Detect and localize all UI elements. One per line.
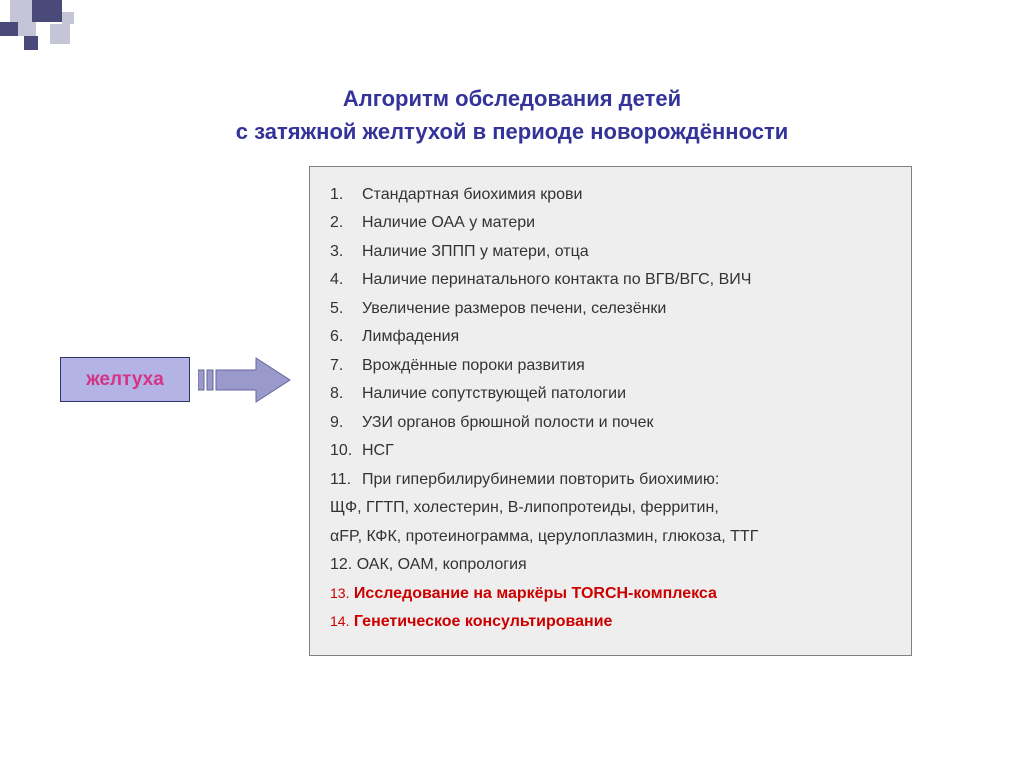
list-item: При гипербилирубинемии повторить биохими… (328, 466, 893, 494)
list-item: Наличие ЗППП у матери, отца (328, 238, 893, 266)
corner-decoration (0, 0, 90, 55)
highlight-number: 13. (330, 585, 349, 601)
title-line-1: Алгоритм обследования детей (0, 82, 1024, 115)
list-extra-line: ЩФ, ГГТП, холестерин, В-липопротеиды, фе… (328, 494, 893, 522)
list-item: Стандартная биохимия крови (328, 181, 893, 209)
algorithm-list: Стандартная биохимия крови Наличие ОАА у… (309, 166, 912, 656)
highlight-text: Генетическое консультирование (354, 613, 613, 630)
list-item: Наличие перинатального контакта по ВГВ/В… (328, 266, 893, 294)
list-item: Наличие ОАА у матери (328, 209, 893, 237)
slide-title: Алгоритм обследования детей с затяжной ж… (0, 82, 1024, 148)
list-highlight-item: 13. Исследование на маркёры TORCH-компле… (328, 580, 893, 608)
list-item: Увеличение размеров печени, селезёнки (328, 295, 893, 323)
list-item: Наличие сопутствующей патологии (328, 380, 893, 408)
highlight-number: 14. (330, 613, 349, 629)
list-item: Врождённые пороки развития (328, 352, 893, 380)
start-node: желтуха (60, 357, 190, 402)
arrow-icon (198, 356, 293, 404)
title-line-2: с затяжной желтухой в периоде новорождён… (0, 115, 1024, 148)
list-highlight-item: 14. Генетическое консультирование (328, 608, 893, 636)
list-item: Лимфадения (328, 323, 893, 351)
list-item: НСГ (328, 437, 893, 465)
list-extra-line: 12. ОАК, ОАМ, копрология (328, 551, 893, 579)
start-node-label: желтуха (86, 369, 164, 391)
highlight-text: Исследование на маркёры TORCH-комплекса (354, 585, 717, 602)
list-item: УЗИ органов брюшной полости и почек (328, 409, 893, 437)
list-extra-line: αFP, КФК, протеинограмма, церулоплазмин,… (328, 523, 893, 551)
numbered-list: Стандартная биохимия крови Наличие ОАА у… (328, 181, 893, 494)
